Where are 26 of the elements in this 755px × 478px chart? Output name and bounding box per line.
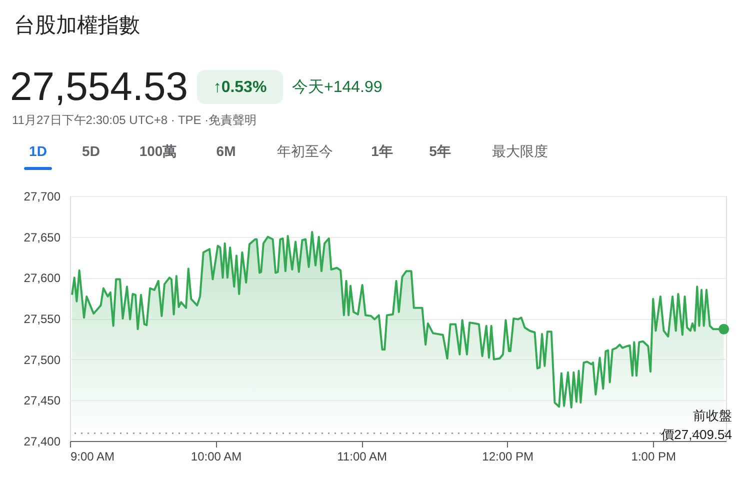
text: 今天+144.99 <box>292 79 382 96</box>
x-tick-label: 10:00 AM <box>190 450 242 464</box>
chart-title: 台股加權指數 <box>14 14 140 37</box>
text: 1年 <box>371 143 393 159</box>
text: 6M <box>216 143 236 159</box>
text: 1D <box>29 143 47 159</box>
y-tick-label: 27,600 <box>24 271 61 286</box>
text: ↑0.53% <box>213 79 267 96</box>
text: 27,554.53 <box>10 65 188 109</box>
x-tick-label: 11:00 AM <box>337 450 387 464</box>
text: 年初至今 <box>277 143 333 159</box>
text: 最大限度 <box>492 143 548 159</box>
x-tick-label: 1:00 PM <box>631 450 676 464</box>
y-tick-label: 27,700 <box>24 190 61 204</box>
x-tick-label: 12:00 PM <box>482 450 534 464</box>
y-tick-label: 27,500 <box>24 352 61 367</box>
ref-line-label: 前收盤價27,409.54 <box>661 408 732 442</box>
y-tick-label: 27,400 <box>24 434 61 448</box>
y-tick-label: 27,650 <box>24 230 61 244</box>
text: 11月27日下午2:30:05 UTC+8 · TPE ·免責聲明 <box>12 113 257 127</box>
text: 100萬 <box>139 143 177 159</box>
text: 5年 <box>429 143 451 159</box>
y-tick-label: 27,450 <box>24 394 61 408</box>
text: 5D <box>82 143 100 159</box>
y-tick-label: 27,550 <box>24 312 61 326</box>
x-tick-label: 9:00 AM <box>70 450 115 464</box>
